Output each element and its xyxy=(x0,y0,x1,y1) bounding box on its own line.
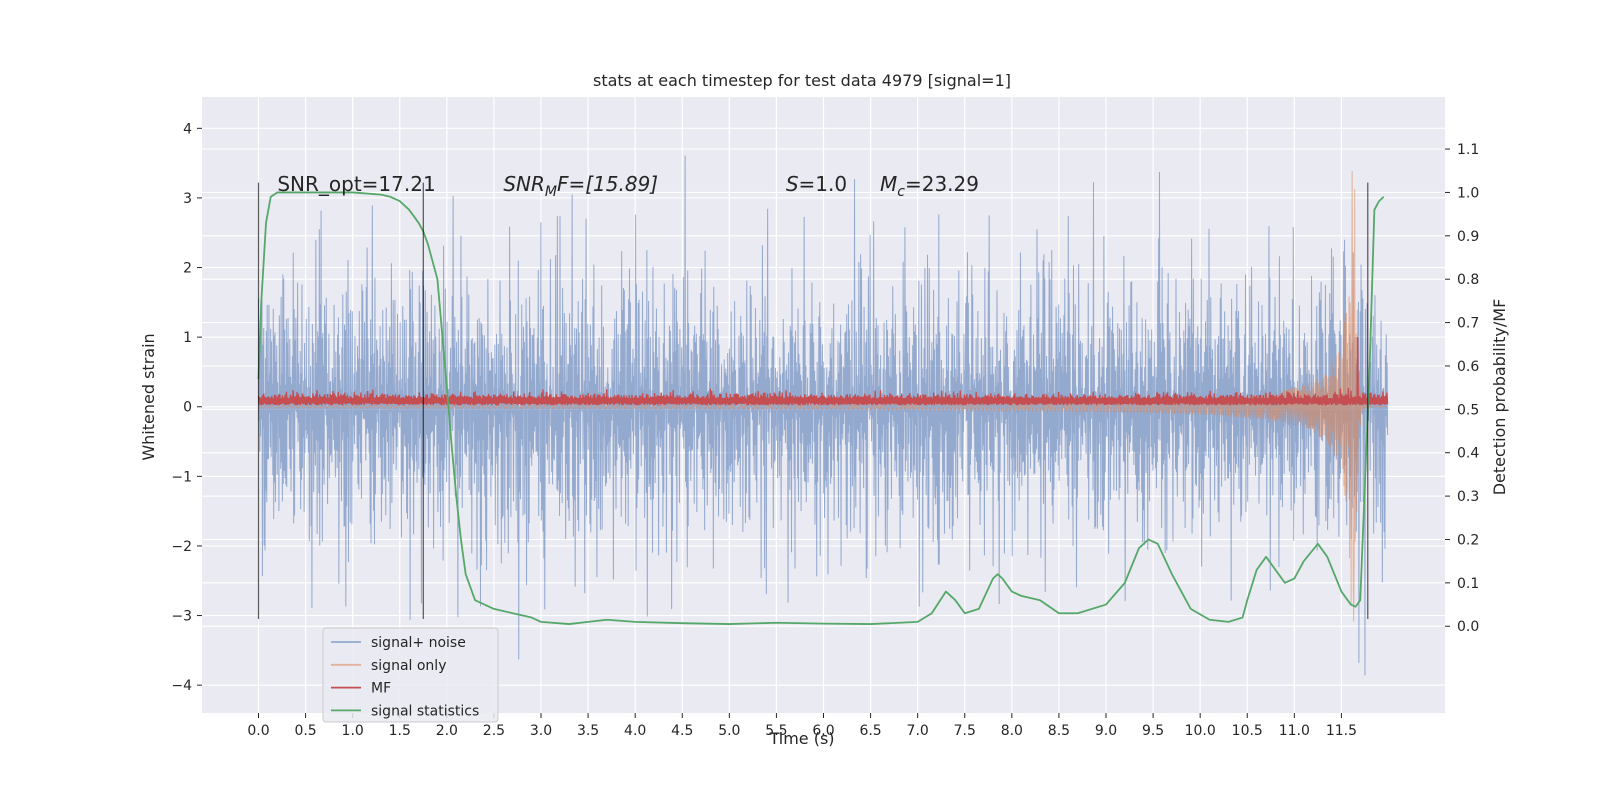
y-right-tick-label: 0.0 xyxy=(1457,619,1479,635)
y-right-tick-label: 0.8 xyxy=(1457,272,1479,288)
chart-title: stats at each timestep for test data 497… xyxy=(593,71,1011,90)
x-tick-label: 1.0 xyxy=(342,723,364,739)
annotation-s-stat: S=1.0 xyxy=(786,172,847,196)
y-tick-label: −3 xyxy=(171,609,192,625)
axes: 0.0 0.5 1.0 1.5 2.0 2.5 3.0 3.5 4.0 4.5 5.0 5.5 6.0 6… xyxy=(171,121,1479,739)
legend-label: signal statistics xyxy=(371,703,479,719)
x-tick-label: 2.0 xyxy=(436,723,458,739)
legend-label: signal+ noise xyxy=(371,635,466,651)
x-tick-label: 3.5 xyxy=(577,723,599,739)
y-tick-label: 2 xyxy=(183,261,192,277)
x-tick-label: 5.0 xyxy=(718,723,740,739)
y-tick-label: 1 xyxy=(183,330,192,346)
x-tick-label: 11.0 xyxy=(1279,723,1310,739)
y-right-tick-label: 1.0 xyxy=(1457,185,1479,201)
y-tick-label: −2 xyxy=(171,539,192,555)
y-right-tick-label: 0.6 xyxy=(1457,359,1479,375)
x-tick-label: 9.5 xyxy=(1142,723,1164,739)
x-tick-label: 2.5 xyxy=(483,723,505,739)
y-tick-label: 4 xyxy=(183,121,192,137)
x-tick-label: 10.5 xyxy=(1232,723,1263,739)
y-tick-label: 0 xyxy=(183,400,192,416)
y-right-tick-label: 1.1 xyxy=(1457,142,1479,158)
x-tick-label: 6.5 xyxy=(859,723,881,739)
series-signal-noise-line xyxy=(258,155,1389,676)
x-tick-label: 7.0 xyxy=(907,723,929,739)
legend-box xyxy=(322,627,499,723)
legend-label: MF xyxy=(371,681,391,697)
annotation-chirp-mass: Mc=23.29 xyxy=(880,172,979,200)
y-tick-label: −1 xyxy=(171,469,192,485)
y-tick-label: 3 xyxy=(183,191,192,207)
x-tick-label: 0.0 xyxy=(247,723,269,739)
x-tick-label: 1.5 xyxy=(389,723,411,739)
y-axis-label: Whitened strain xyxy=(139,333,158,460)
y-right-tick-label: 0.3 xyxy=(1457,489,1479,505)
x-tick-label: 5.5 xyxy=(765,723,787,739)
legend-label: signal only xyxy=(371,658,446,674)
series-signal-statistics-line xyxy=(257,191,1385,625)
x-tick-label: 6.0 xyxy=(812,723,834,739)
y-axis-right-label: Detection probability/MF xyxy=(1490,299,1509,496)
x-tick-label: 8.5 xyxy=(1048,723,1070,739)
y-right-tick-label: 0.5 xyxy=(1457,402,1479,418)
x-tick-label: 11.5 xyxy=(1326,723,1357,739)
x-tick-label: 7.5 xyxy=(954,723,976,739)
x-tick-label: 8.0 xyxy=(1001,723,1023,739)
data-layer xyxy=(257,155,1389,676)
legend: signal+ noise signal only MF signal statist… xyxy=(322,627,499,723)
annotation-snr-opt: SNR_opt=17.21 xyxy=(277,172,435,196)
annotation-snr-mf: SNRMF=[15.89] xyxy=(503,172,658,200)
x-tick-label: 4.5 xyxy=(671,723,693,739)
y-right-tick-label: 0.9 xyxy=(1457,229,1479,245)
x-tick-label: 3.0 xyxy=(530,723,552,739)
x-tick-label: 9.0 xyxy=(1095,723,1117,739)
x-axis-label: Time (s) xyxy=(768,729,834,748)
y-right-tick-label: 0.2 xyxy=(1457,532,1479,548)
x-tick-label: 4.0 xyxy=(624,723,646,739)
x-tick-label: 0.5 xyxy=(294,723,316,739)
annotations: SNR_opt=17.21 SNRMF=[15.89] S=1.0 Mc=23.29 xyxy=(277,172,979,200)
y-right-tick-label: 0.4 xyxy=(1457,446,1479,462)
y-tick-label: −4 xyxy=(171,678,192,694)
y-right-tick-label: 0.7 xyxy=(1457,316,1479,332)
x-tick-label: 10.0 xyxy=(1185,723,1216,739)
y-right-tick-label: 0.1 xyxy=(1457,576,1479,592)
